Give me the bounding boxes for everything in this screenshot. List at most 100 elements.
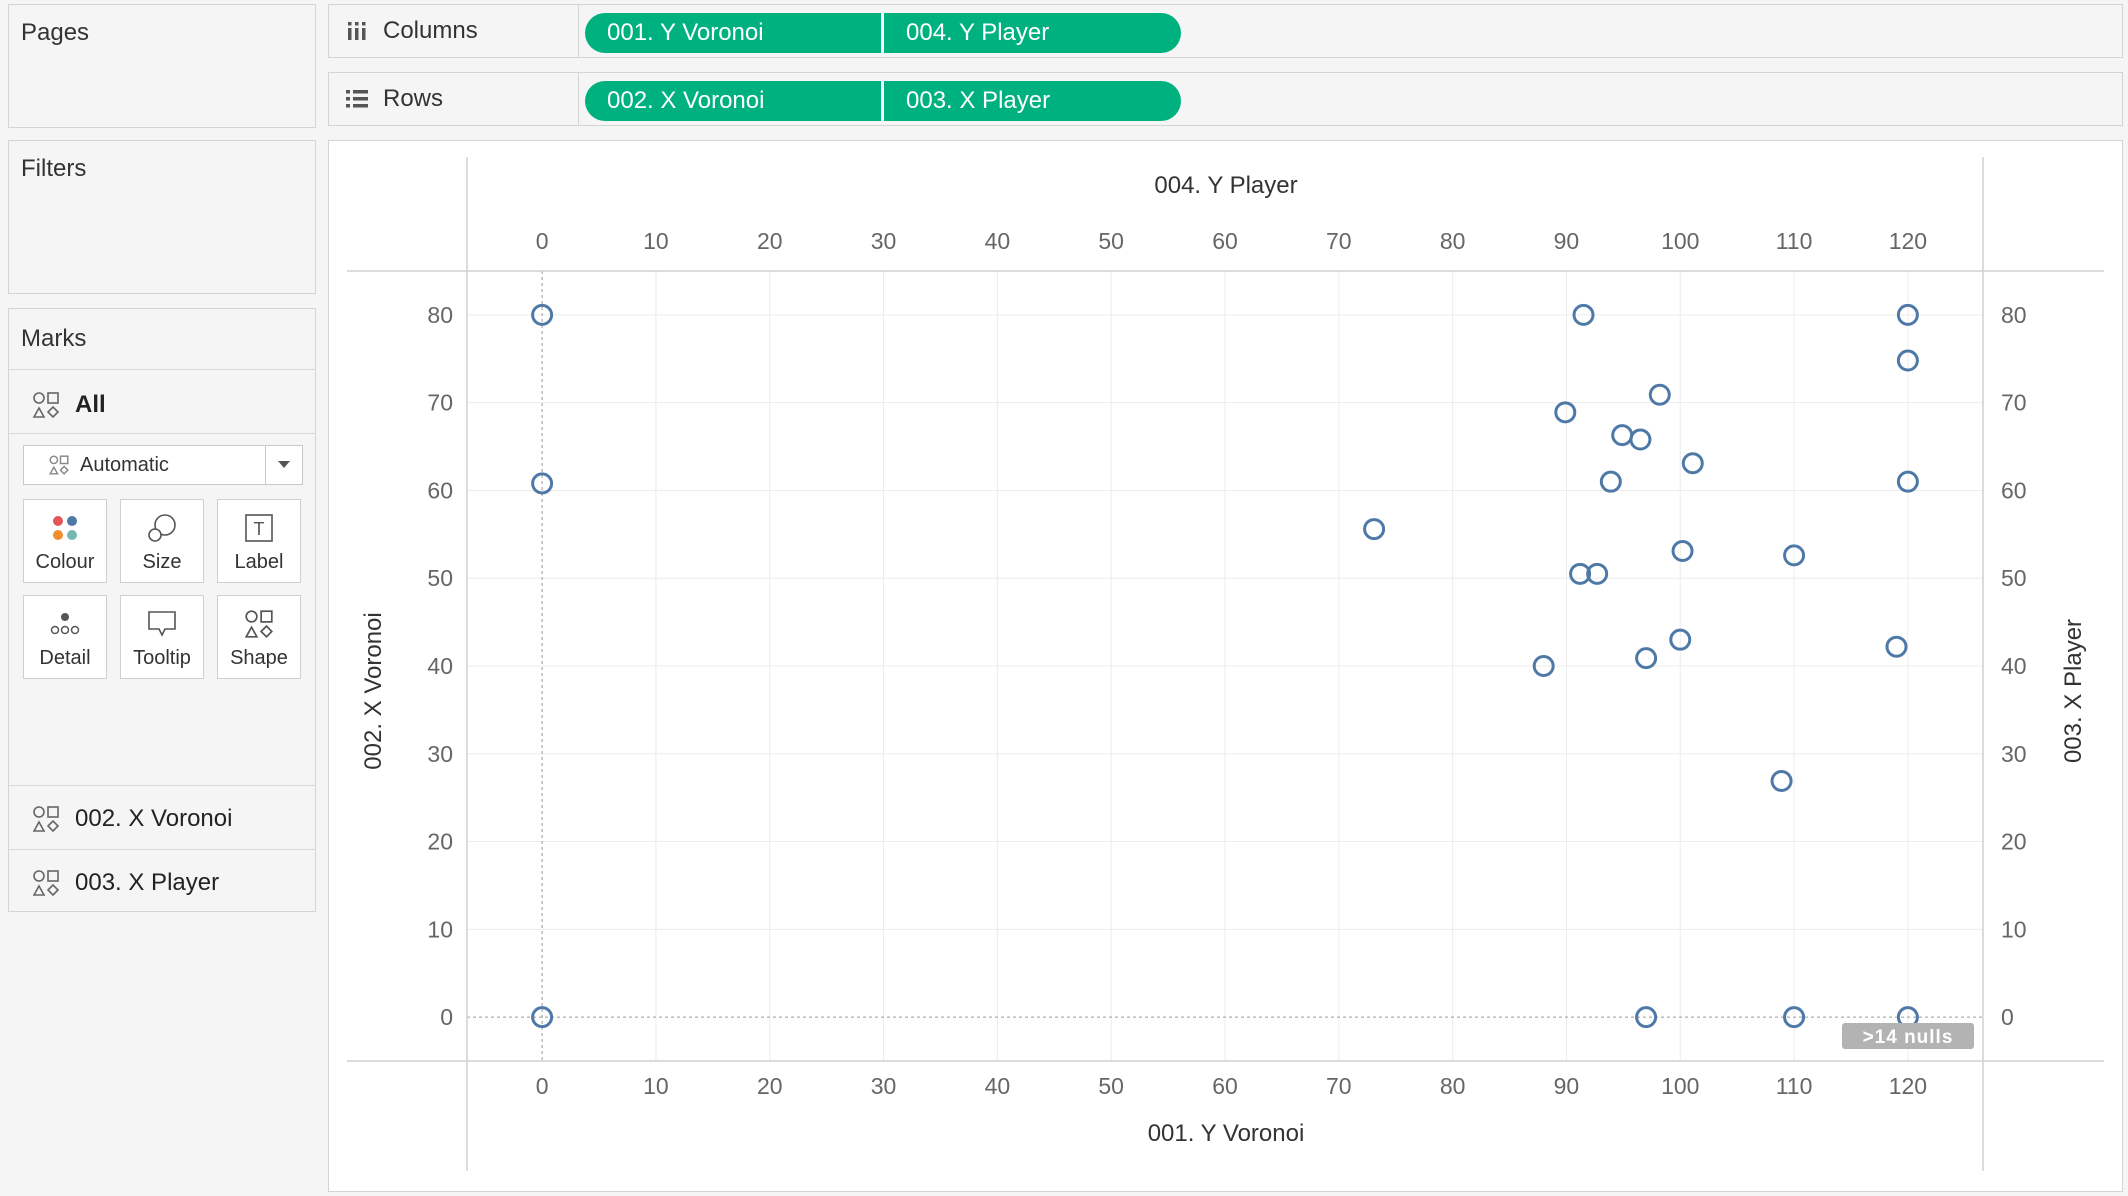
x-bottom-tick-label: 100 bbox=[1661, 1073, 1699, 1099]
column-pill-y-player[interactable]: 004. Y Player bbox=[884, 13, 1181, 53]
size-icon bbox=[148, 514, 176, 542]
scatter-point[interactable] bbox=[1783, 1006, 1806, 1029]
label-label: Label bbox=[234, 551, 284, 573]
scatter-point[interactable] bbox=[1671, 540, 1694, 563]
x-top-axis-title: 004. Y Player bbox=[1154, 172, 1297, 199]
y-right-tick-label: 80 bbox=[2001, 302, 2027, 328]
mark-type-value: Automatic bbox=[80, 453, 169, 476]
x-top-tick-label: 40 bbox=[985, 228, 1011, 254]
scatter-point[interactable] bbox=[1611, 424, 1634, 447]
scatter-chart[interactable]: 0 0 10 10 20 20 30 30 40 40 50 50 60 60 70 70 80 80 90 90 10… bbox=[329, 141, 2122, 1191]
marks-card-x-player[interactable]: 003. X Player bbox=[9, 853, 315, 913]
filters-title: Filters bbox=[21, 155, 87, 182]
scatter-point[interactable] bbox=[1896, 349, 1919, 372]
scatter-point[interactable] bbox=[1554, 401, 1577, 424]
shape-button[interactable]: Shape bbox=[217, 595, 301, 679]
detail-button[interactable]: Detail bbox=[23, 595, 107, 679]
marks-all-label: All bbox=[75, 391, 106, 418]
row-pill-x-player[interactable]: 003. X Player bbox=[884, 81, 1181, 121]
x-bottom-tick-label: 60 bbox=[1212, 1073, 1238, 1099]
detail-icon bbox=[50, 613, 80, 635]
scatter-point[interactable] bbox=[1681, 452, 1704, 475]
pages-title: Pages bbox=[21, 19, 90, 46]
divider bbox=[9, 785, 315, 786]
divider bbox=[9, 433, 315, 434]
null-indicator[interactable]: >14 nulls bbox=[1842, 1023, 1974, 1049]
scatter-point[interactable] bbox=[531, 303, 554, 326]
colour-button[interactable]: Colour bbox=[23, 499, 107, 583]
marks-card-x-voronoi[interactable]: 002. X Voronoi bbox=[9, 789, 315, 849]
x-top-tick-label: 50 bbox=[1098, 228, 1124, 254]
x-top-tick-label: 30 bbox=[871, 228, 897, 254]
y-right-tick-label: 0 bbox=[2001, 1004, 2014, 1030]
data-points[interactable] bbox=[531, 303, 1919, 1029]
scatter-point[interactable] bbox=[1770, 769, 1793, 792]
size-label: Size bbox=[142, 551, 182, 573]
rows-icon bbox=[343, 87, 371, 111]
row-pill-x-voronoi[interactable]: 002. X Voronoi bbox=[585, 81, 881, 121]
x-bottom-tick-label: 50 bbox=[1098, 1073, 1124, 1099]
filters-shelf[interactable]: Filters bbox=[8, 140, 316, 294]
x-bottom-tick-label: 40 bbox=[985, 1073, 1011, 1099]
y-left-tick-label: 70 bbox=[427, 390, 453, 416]
y-left-tick-label: 80 bbox=[427, 302, 453, 328]
shapes-icon bbox=[32, 806, 60, 833]
scatter-point[interactable] bbox=[531, 472, 554, 495]
svg-text:T: T bbox=[254, 519, 265, 539]
column-pill-y-voronoi[interactable]: 001. Y Voronoi bbox=[585, 13, 881, 53]
rows-shelf-label: Rows bbox=[329, 73, 579, 125]
scatter-point[interactable] bbox=[1896, 470, 1919, 493]
y-right-axis-title: 003. X Player bbox=[2060, 619, 2087, 763]
scatter-point[interactable] bbox=[1572, 303, 1595, 326]
scatter-point[interactable] bbox=[1629, 428, 1652, 451]
y-right-tick-label: 30 bbox=[2001, 741, 2027, 767]
scatter-point[interactable] bbox=[1669, 628, 1692, 651]
tooltip-button[interactable]: Tooltip bbox=[120, 595, 204, 679]
y-right-tick-label: 50 bbox=[2001, 565, 2027, 591]
size-button[interactable]: Size bbox=[120, 499, 204, 583]
scatter-point[interactable] bbox=[1363, 518, 1386, 541]
x-bottom-tick-label: 120 bbox=[1889, 1073, 1927, 1099]
scatter-point[interactable] bbox=[1648, 383, 1671, 406]
grid bbox=[467, 271, 1983, 1061]
columns-label: Columns bbox=[383, 17, 478, 44]
x-top-tick-label: 10 bbox=[643, 228, 669, 254]
rows-label: Rows bbox=[383, 85, 444, 112]
scatter-point[interactable] bbox=[1783, 544, 1806, 567]
viz-canvas[interactable]: 0 0 10 10 20 20 30 30 40 40 50 50 60 60 70 70 80 80 90 90 10… bbox=[328, 140, 2123, 1192]
y-right-tick-label: 40 bbox=[2001, 653, 2027, 679]
x-bottom-tick-label: 80 bbox=[1440, 1073, 1466, 1099]
shapes-icon bbox=[48, 455, 69, 475]
label-button[interactable]: T Label bbox=[217, 499, 301, 583]
scatter-point[interactable] bbox=[1635, 1006, 1658, 1029]
x-bottom-tick-label: 20 bbox=[757, 1073, 783, 1099]
scatter-point[interactable] bbox=[1599, 470, 1622, 493]
scatter-point[interactable] bbox=[1885, 635, 1908, 658]
tooltip-icon bbox=[148, 611, 176, 637]
pages-shelf[interactable]: Pages bbox=[8, 4, 316, 128]
x-top-tick-label: 20 bbox=[757, 228, 783, 254]
mark-type-dropdown[interactable]: Automatic bbox=[23, 445, 303, 485]
scatter-point[interactable] bbox=[1532, 655, 1555, 677]
chevron-down-icon[interactable] bbox=[265, 446, 302, 484]
y-left-axis-title: 002. X Voronoi bbox=[360, 612, 387, 769]
scatter-point[interactable] bbox=[531, 1006, 554, 1029]
x-bottom-tick-label: 10 bbox=[643, 1073, 669, 1099]
x-bottom-tick-label: 90 bbox=[1554, 1073, 1580, 1099]
x-top-tick-label: 80 bbox=[1440, 228, 1466, 254]
scatter-point[interactable] bbox=[1569, 562, 1592, 585]
columns-shelf[interactable]: Columns 001. Y Voronoi 004. Y Player bbox=[328, 4, 2123, 58]
shapes-icon bbox=[32, 392, 60, 419]
marks-all-tab[interactable]: All bbox=[9, 377, 315, 433]
scatter-point[interactable] bbox=[1635, 647, 1658, 670]
shapes-icon bbox=[32, 870, 60, 897]
scatter-point[interactable] bbox=[1586, 562, 1609, 585]
scatter-point[interactable] bbox=[1896, 303, 1919, 326]
marks-card-label: 003. X Player bbox=[75, 869, 220, 896]
y-left-tick-label: 40 bbox=[427, 653, 453, 679]
shape-label: Shape bbox=[230, 647, 288, 669]
x-top-tick-label: 70 bbox=[1326, 228, 1352, 254]
y-left-tick-label: 0 bbox=[440, 1004, 453, 1030]
rows-shelf[interactable]: Rows 002. X Voronoi 003. X Player bbox=[328, 72, 2123, 126]
tooltip-label: Tooltip bbox=[133, 647, 191, 669]
